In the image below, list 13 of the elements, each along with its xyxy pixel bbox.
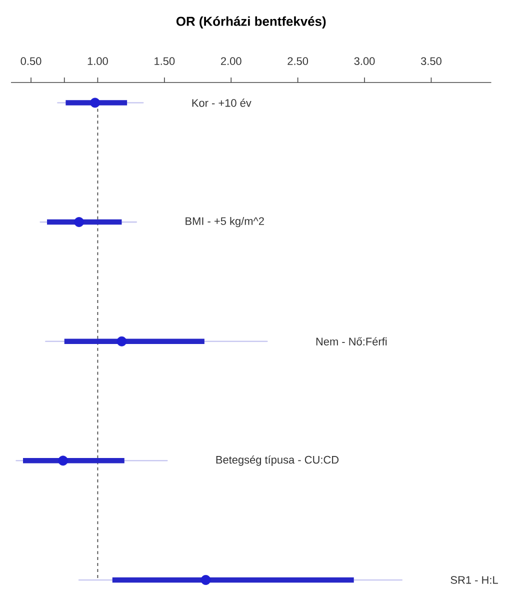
x-tick-label: 3.00 [354,57,375,66]
y-tick-label: BMI - +5 kg/m^2 [186,216,264,228]
x-tick-label: 0.50 [20,57,42,66]
x-tick-label: 2.00 [220,57,242,66]
x-axis-title: OR (Kórházi bentfekvés) [176,16,326,28]
x-tick-label: 3.50 [420,57,442,66]
y-tick-label: SR1 - H:L [450,576,498,584]
y-tick-label: Nem - Nő:Férfi [316,337,387,346]
y-tick-label: Kor - +10 év [192,98,252,107]
x-tick-label: 1.50 [154,57,175,66]
x-tick-label: 2.50 [288,57,308,66]
y-tick-label: Betegség típusa - CU:CD [216,455,339,466]
x-tick-label: 1.00 [88,57,108,66]
